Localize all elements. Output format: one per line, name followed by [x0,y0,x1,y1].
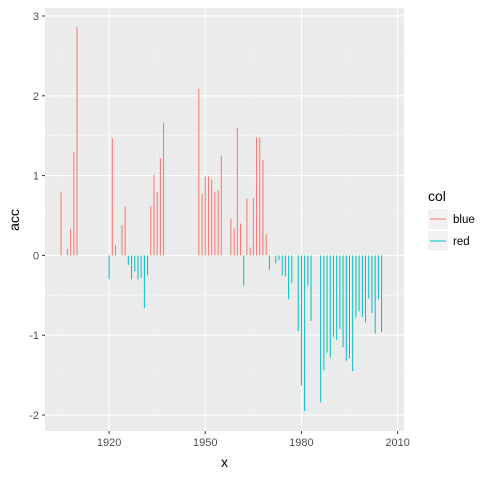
plot-panel [45,8,404,431]
y-axis-label: acc [6,209,22,231]
y-tick-label: -1 [29,330,39,342]
x-tick-label: 1920 [97,437,121,449]
y-tick-label: 2 [33,91,39,103]
legend-keys: blue red [428,209,475,251]
y-tick-label: 3 [33,11,39,23]
axis-layer: 1920 1950 1980 2010 -2 -1 0 1 2 3 [29,11,410,449]
grid-layer [45,8,404,431]
legend: col blue red [428,188,475,251]
legend-label: blue [453,214,475,226]
legend-label: red [453,236,470,248]
y-tick-label: 0 [33,250,39,262]
x-tick-label: 1950 [193,437,217,449]
x-tick-label: 2010 [385,437,409,449]
y-tick-label: -2 [29,410,39,422]
x-axis-label: x [221,454,228,470]
legend-title: col [428,188,446,204]
bar-layer [60,27,383,412]
y-tick-label: 1 [33,171,39,183]
x-tick-label: 1980 [289,437,313,449]
